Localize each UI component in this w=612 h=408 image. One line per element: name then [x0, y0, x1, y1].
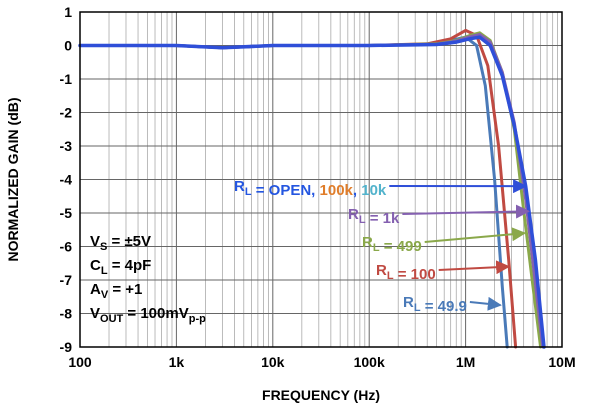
y-tick-label: -5	[60, 205, 73, 221]
y-tick-label: 1	[64, 4, 72, 20]
series-arrow-4	[469, 296, 502, 311]
x-tick-label: 10k	[261, 354, 285, 370]
y-tick-label: -3	[60, 138, 73, 154]
y-tick-label: -9	[60, 339, 73, 355]
condition-2: AV = +1	[90, 281, 142, 301]
x-axis-label: FREQUENCY (Hz)	[262, 387, 380, 403]
test-conditions: VS = ±5V CL = 4pF AV = +1 VOUT = 100mVp-p	[90, 233, 206, 325]
y-tick-label: -6	[60, 239, 73, 255]
y-tick-label: 0	[64, 38, 72, 54]
series-label-3: RL = 100	[376, 262, 436, 283]
series-label-4: RL = 49.9	[403, 294, 467, 315]
series-arrow-2	[424, 227, 527, 243]
condition-0: VS = ±5V	[90, 233, 151, 253]
y-tick-label: -4	[60, 172, 73, 188]
x-tick-label: 100	[68, 354, 92, 370]
y-tick-label: -2	[60, 105, 73, 121]
x-tick-label: 1k	[169, 354, 185, 370]
series-label-1: RL = 1k	[348, 206, 400, 227]
series-annotations: RL = OPEN, 100k, 10k RL = 1k RL = 499 RL = …	[234, 178, 530, 315]
x-tick-label: 1M	[456, 354, 475, 370]
condition-3: VOUT = 100mVp-p	[90, 305, 206, 325]
y-tick-label: -8	[60, 306, 73, 322]
condition-1: CL = 4pF	[90, 257, 151, 277]
x-tick-label: 10M	[548, 354, 575, 370]
y-axis-label: NORMALIZED GAIN (dB)	[5, 97, 21, 261]
axis-ticks: 100 1k 10k 100k 1M 10M 1 0 -1 -2 -3 -4 -5 -6 -7 -8 -9	[60, 4, 576, 370]
chart-grid	[79, 11, 562, 348]
series-line-0	[78, 35, 546, 349]
y-tick-label: -1	[60, 71, 73, 87]
series-arrow-1	[402, 204, 530, 219]
series-label-0: RL = OPEN, 100k, 10k	[234, 178, 387, 199]
series-arrow-3	[438, 260, 511, 275]
series-label-2: RL = 499	[362, 234, 422, 255]
x-tick-label: 100k	[354, 354, 385, 370]
y-tick-label: -7	[60, 272, 73, 288]
plot-frame	[79, 11, 563, 348]
